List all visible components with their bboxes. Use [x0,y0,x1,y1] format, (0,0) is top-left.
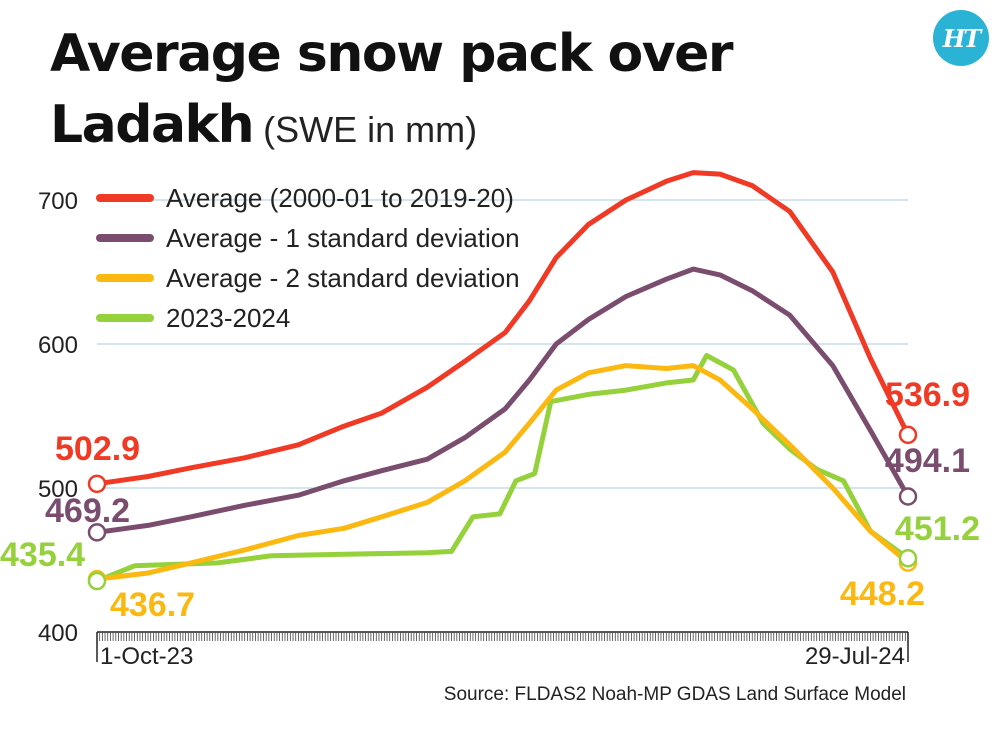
y-tick-label-600: 600 [38,332,78,359]
series-end-label-1: 536.9 [885,376,970,414]
series-line-2 [94,266,911,535]
series-start-marker-2 [87,523,107,542]
series-start-marker-4 [87,571,107,591]
legend-label-4: 2023-2024 [166,303,290,333]
y-tick-label-500: 500 [38,476,78,503]
chart-title-line2: Ladakh (SWE in mm) [50,99,477,151]
series-start-label-3: 436.7 [110,586,195,624]
series-start-label-1: 502.9 [55,430,140,468]
legend-label-3: Average - 2 standard deviation [166,263,520,293]
ht-logo-text: HT [942,23,982,53]
legend-label-2: Average - 1 standard deviation [166,223,520,253]
chart-subtitle: (SWE in mm) [263,109,478,150]
series-end-marker-2 [898,487,918,506]
x-tick-label-start: 1-Oct-23 [100,643,193,670]
series-end-marker-1 [898,425,918,445]
series-end-label-3: 448.2 [840,575,925,613]
snow-pack-chart: 400 500 600 700 1-Oct-23 29-Jul-24 502.9 536.9 4… [0,170,980,670]
x-tick-label-end: 29-Jul-24 [805,643,905,670]
series-line-3 [94,363,911,582]
series-start-marker-1 [87,474,107,494]
series-end-marker-4 [898,549,918,568]
series-end-label-4: 451.2 [895,510,980,548]
series-line-4 [94,353,911,584]
series-start-label-2: 469.2 [45,492,130,530]
series-start-label-4: 435.4 [0,536,85,574]
x-axis-ticks [96,632,909,641]
series-line-1 [94,170,911,487]
series-end-label-2: 494.1 [885,442,970,480]
legend-label-1: Average (2000-01 to 2019-20) [166,183,514,213]
y-tick-label-400: 400 [38,620,78,647]
y-tick-label-700: 700 [38,188,78,215]
chart-title-word: Ladakh [50,95,255,155]
ht-logo: HT [933,10,989,66]
chart-title-line1: Average snow pack over [50,24,734,84]
source-note: Source: FLDAS2 Noah-MP GDAS Land Surface… [443,684,906,705]
